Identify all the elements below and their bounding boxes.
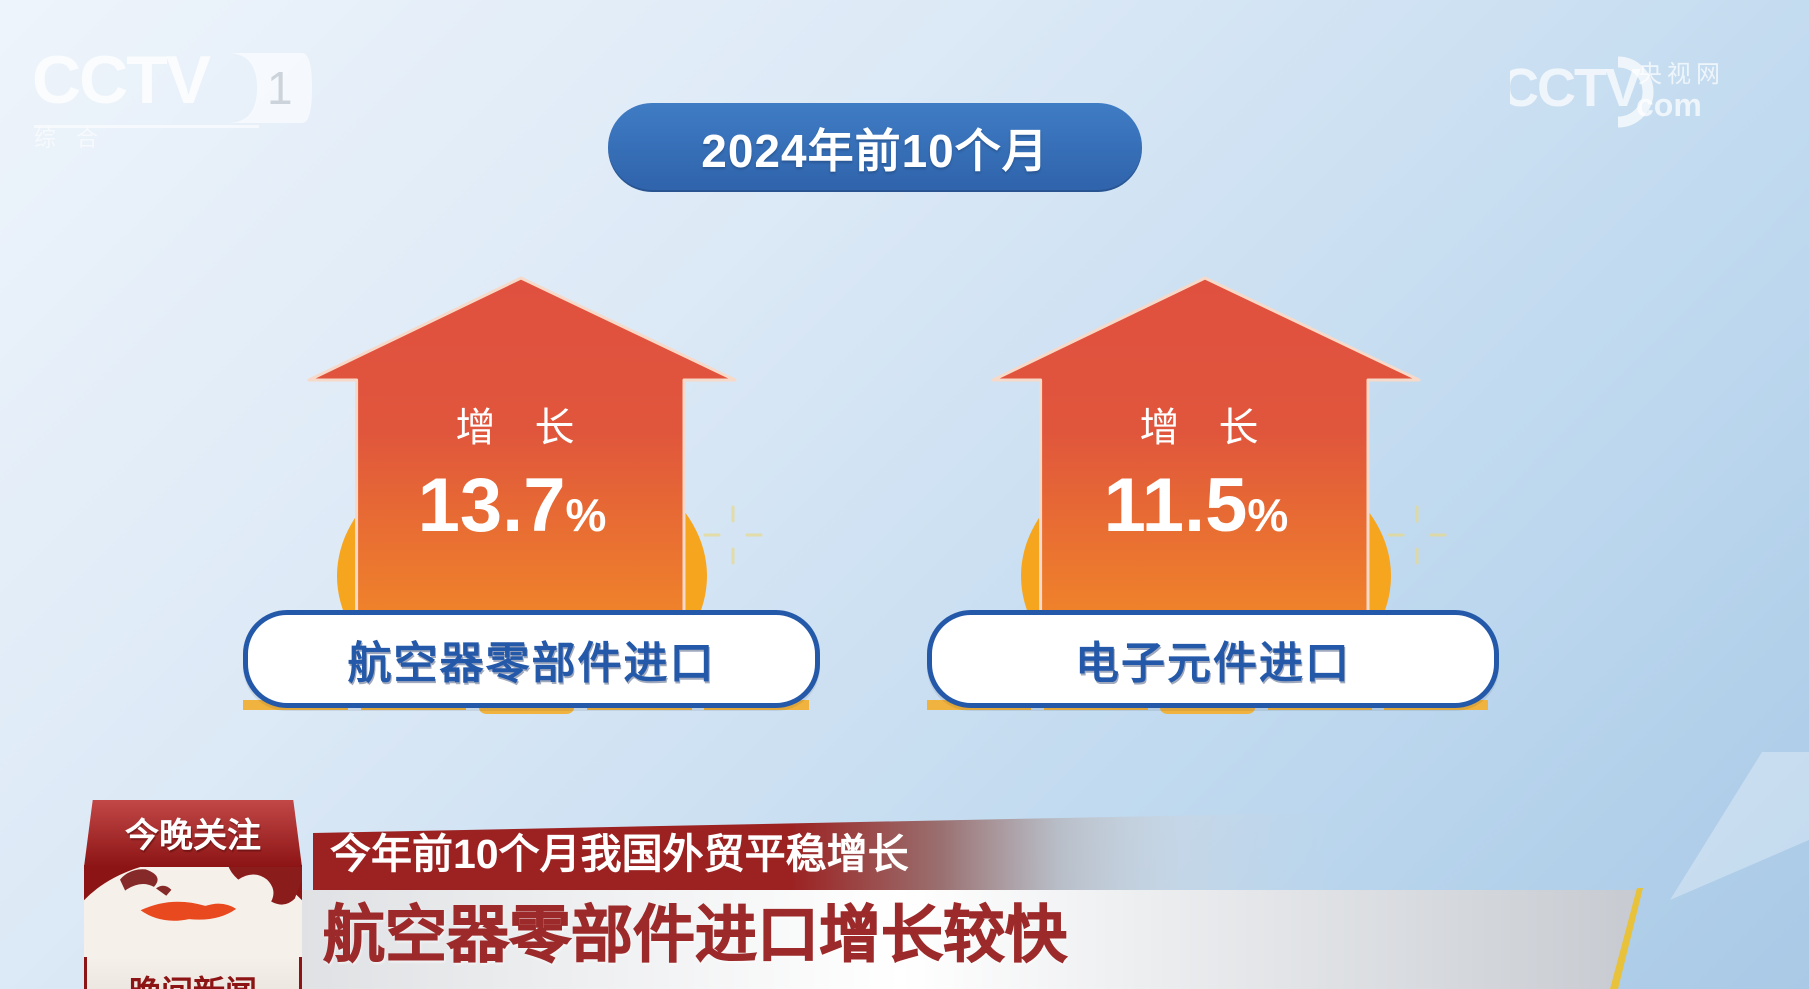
svg-text:央视网: 央视网 [1638, 61, 1725, 88]
svg-text:今年前10个月我国外贸平稳增长: 今年前10个月我国外贸平稳增长 [330, 831, 909, 877]
svg-text:增 长: 增 长 [1139, 406, 1272, 450]
svg-text:com: com [1636, 87, 1702, 123]
svg-text:航空器零部件进口增长较快: 航空器零部件进口增长较快 [323, 901, 1068, 970]
svg-text:CCTV: CCTV [32, 42, 211, 118]
svg-text:综合: 综合 [34, 126, 118, 148]
svg-text:增 长: 增 长 [455, 406, 588, 450]
svg-text:1: 1 [267, 62, 293, 114]
